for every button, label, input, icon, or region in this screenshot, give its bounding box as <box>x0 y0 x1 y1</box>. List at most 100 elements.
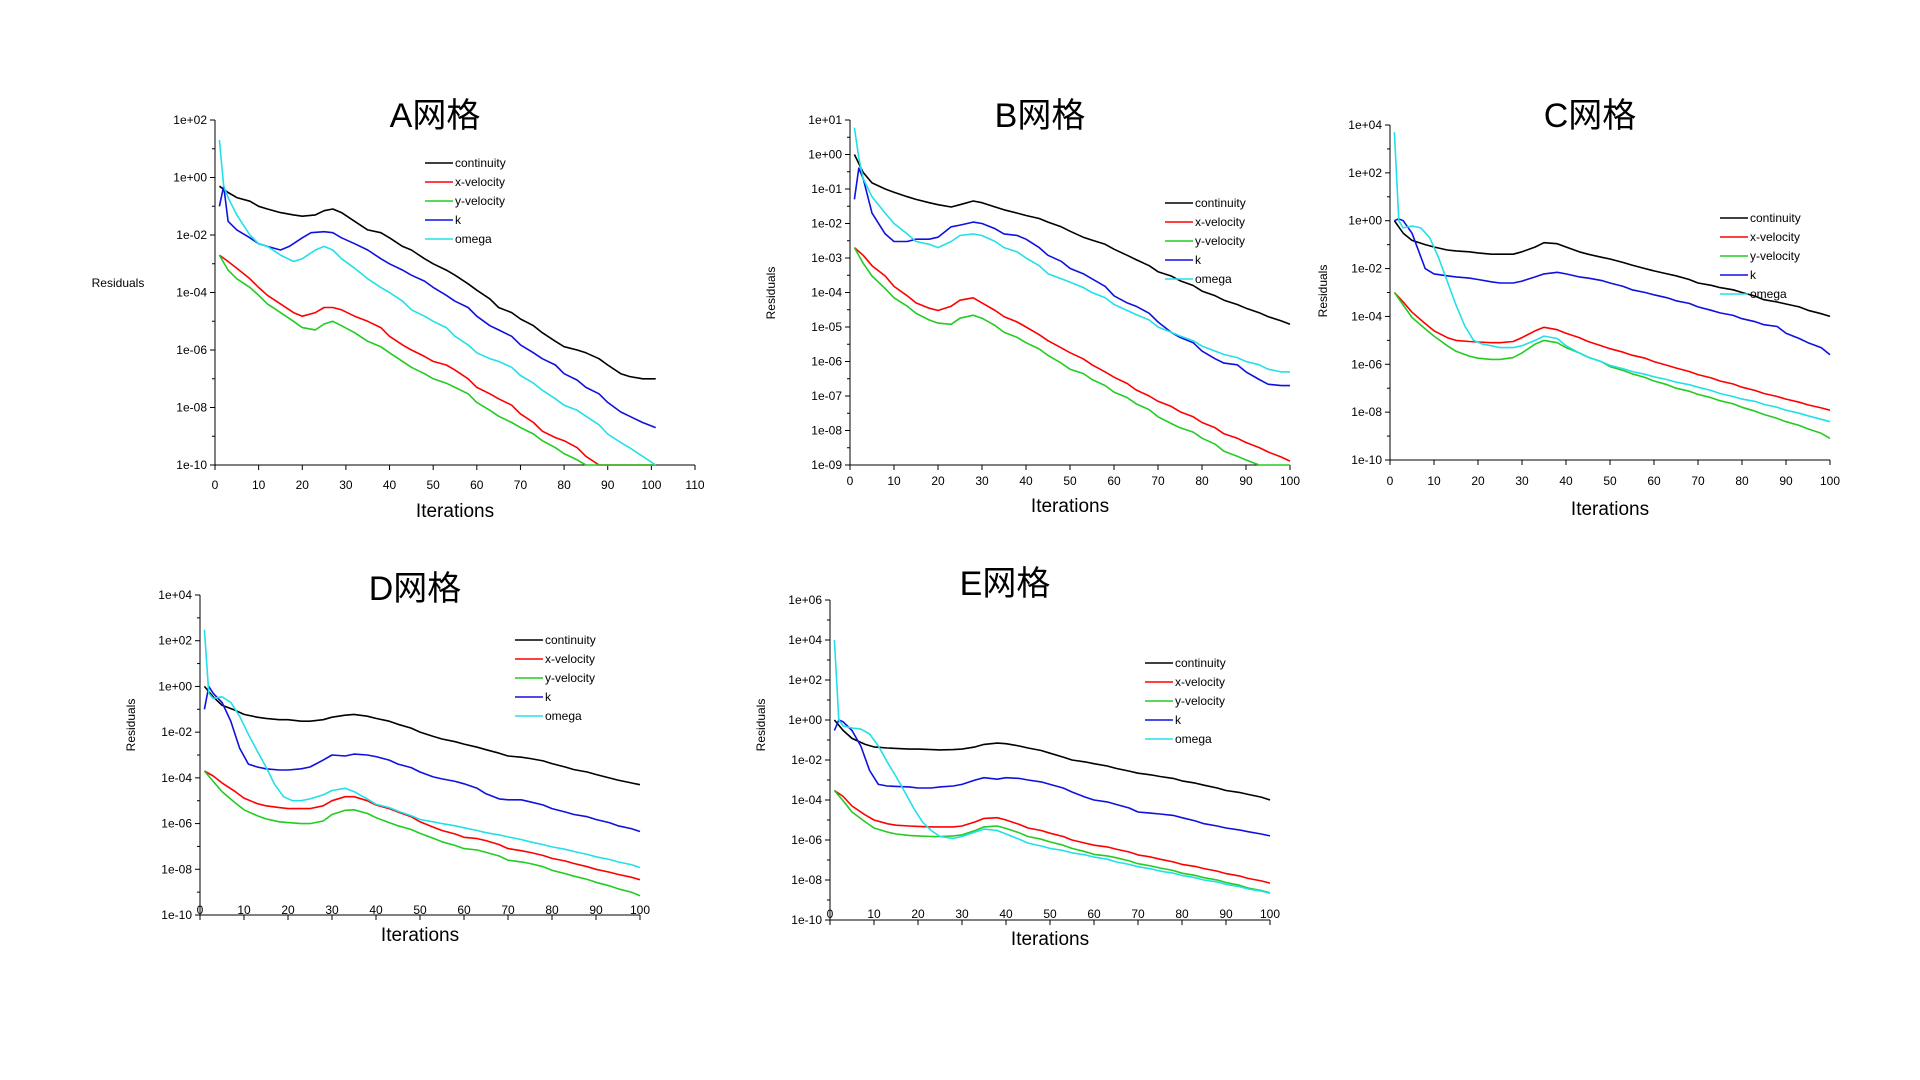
chart-c-x-tick-label: 40 <box>1559 474 1573 488</box>
chart-c-x-tick-label: 80 <box>1735 474 1749 488</box>
chart-c-legend-label: y-velocity <box>1750 249 1800 263</box>
chart-c-x-axis-label: Iterations <box>1571 499 1649 520</box>
chart-a-x-tick-label: 110 <box>685 478 704 492</box>
chart-d-x-tick-label: 70 <box>501 903 515 917</box>
chart-b-y-tick-label: 1e-05 <box>811 320 842 334</box>
chart-c-x-tick-label: 70 <box>1691 474 1705 488</box>
chart-b-y-tick-label: 1e-03 <box>811 251 842 265</box>
chart-b-legend-label: k <box>1195 253 1202 267</box>
chart-d-series-continuity <box>203 685 641 786</box>
chart-c-series-x-velocity <box>1393 291 1831 411</box>
chart-c-x-tick-label: 90 <box>1779 474 1793 488</box>
chart-d-y-axis-label: Residuals <box>124 699 138 752</box>
chart-c-title: C网格 <box>1544 97 1637 135</box>
chart-e-x-tick-label: 60 <box>1087 907 1101 921</box>
chart-c-legend-label: continuity <box>1750 211 1801 225</box>
chart-c-legend-label: k <box>1750 268 1757 282</box>
chart-a-y-axis-label: Residuals <box>92 276 145 290</box>
chart-a: 1e-10 1e-08 1e-06 1e-04 1e-02 1e+00 1e+02 0 10 20… <box>92 97 705 522</box>
chart-d-series-y-velocity <box>203 770 641 897</box>
chart-a-x-tick-label: 60 <box>470 478 484 492</box>
chart-e-legend-label: x-velocity <box>1175 675 1225 689</box>
chart-a-panel: 1e-10 1e-08 1e-06 1e-04 1e-02 1e+00 1e+02 0 10 20… <box>70 85 720 535</box>
chart-a-legend-label: x-velocity <box>455 175 505 189</box>
chart-b-title: B网格 <box>995 97 1086 135</box>
chart-b-x-axis-label: Iterations <box>1031 496 1109 517</box>
chart-b-y-tick-label: 1e-06 <box>811 355 842 369</box>
chart-e-x-tick-label: 40 <box>999 907 1013 921</box>
chart-c-legend-label: omega <box>1750 287 1787 301</box>
chart-a-x-tick-label: 90 <box>601 478 615 492</box>
chart-b-x-tick-label: 70 <box>1151 474 1165 488</box>
chart-e-series-y-velocity <box>833 789 1271 894</box>
chart-c-y-tick-label: 1e-08 <box>1351 405 1382 419</box>
chart-d-title: D网格 <box>369 570 462 608</box>
chart-b-legend-label: omega <box>1195 272 1232 286</box>
chart-e-legend-label: continuity <box>1175 656 1226 670</box>
chart-b-x-tick-label: 50 <box>1063 474 1077 488</box>
chart-d-y-tick-label: 1e-04 <box>161 771 192 785</box>
chart-b-x-tick-label: 0 <box>847 474 854 488</box>
chart-b-y-axis-label: Residuals <box>764 267 778 320</box>
chart-c-x-tick-label: 20 <box>1471 474 1485 488</box>
chart-d-series-k <box>203 685 641 833</box>
chart-a-y-tick-label: 1e-02 <box>176 228 207 242</box>
chart-d-y-tick-label: 1e-02 <box>161 725 192 739</box>
chart-c-legend-label: x-velocity <box>1750 230 1800 244</box>
chart-b-x-tick-label: 60 <box>1107 474 1121 488</box>
chart-b-y-tick-label: 1e-09 <box>811 458 842 472</box>
chart-e-x-tick-label: 90 <box>1219 907 1233 921</box>
chart-e-x-tick-label: 50 <box>1043 907 1057 921</box>
chart-b-x-tick-label: 30 <box>975 474 989 488</box>
chart-d-x-tick-label: 30 <box>325 903 339 917</box>
chart-d-y-tick-label: 1e+02 <box>158 634 192 648</box>
chart-b-y-tick-label: 1e-08 <box>811 424 842 438</box>
chart-b-x-tick-label: 10 <box>887 474 901 488</box>
chart-c-y-tick-label: 1e+00 <box>1348 214 1382 228</box>
chart-b: 1e-09 1e-08 1e-07 1e-06 1e-05 1e-04 1e-03 1e-02… <box>764 97 1300 517</box>
chart-a-series-continuity <box>218 185 656 380</box>
chart-d-legend-label: x-velocity <box>545 652 595 666</box>
chart-c-y-tick-label: 1e+02 <box>1348 166 1382 180</box>
chart-d-legend-label: continuity <box>545 633 596 647</box>
chart-d-y-tick-label: 1e+00 <box>158 679 192 693</box>
chart-c-x-tick-label: 100 <box>1820 474 1840 488</box>
chart-c-x-tick-label: 10 <box>1427 474 1441 488</box>
chart-b-y-tick-label: 1e+00 <box>808 148 842 162</box>
chart-b-x-tick-label: 20 <box>931 474 945 488</box>
chart-e-series-x-velocity <box>833 789 1271 884</box>
chart-e-x-tick-label: 20 <box>911 907 925 921</box>
chart-d-legend-label: y-velocity <box>545 671 595 685</box>
chart-e-legend-label: y-velocity <box>1175 694 1225 708</box>
chart-c-series-k <box>1394 218 1831 356</box>
chart-d: 1e-10 1e-08 1e-06 1e-04 1e-02 1e+00 1e+02 1e+04… <box>124 570 650 946</box>
chart-b-x-tick-label: 80 <box>1195 474 1209 488</box>
chart-e-y-tick-label: 1e+02 <box>788 673 822 687</box>
chart-c-x-tick-label: 0 <box>1387 474 1394 488</box>
chart-a-series-k <box>218 185 656 429</box>
chart-e-title: E网格 <box>960 565 1051 603</box>
chart-b-y-tick-label: 1e-01 <box>811 182 842 196</box>
chart-d-x-tick-label: 40 <box>369 903 383 917</box>
chart-d-x-tick-label: 0 <box>197 903 204 917</box>
chart-c-x-tick-label: 60 <box>1647 474 1661 488</box>
chart-e-series-k <box>833 719 1271 837</box>
chart-d-x-tick-label: 50 <box>413 903 427 917</box>
chart-e-x-tick-label: 80 <box>1175 907 1189 921</box>
chart-a-x-tick-label: 30 <box>339 478 353 492</box>
chart-c-x-tick-label: 30 <box>1515 474 1529 488</box>
chart-a-x-tick-label: 10 <box>252 478 266 492</box>
chart-e-y-tick-label: 1e-02 <box>791 753 822 767</box>
chart-d-x-tick-label: 20 <box>281 903 295 917</box>
chart-c-y-tick-label: 1e-04 <box>1351 309 1382 323</box>
chart-e-x-axis-label: Iterations <box>1011 929 1089 950</box>
chart-c-series-continuity <box>1393 220 1831 318</box>
chart-d-series-omega <box>203 629 641 869</box>
chart-a-x-tick-label: 20 <box>296 478 310 492</box>
chart-e-y-tick-label: 1e+06 <box>788 593 822 607</box>
chart-a-title: A网格 <box>390 97 481 135</box>
chart-d-series-x-velocity <box>204 770 641 881</box>
chart-d-x-tick-label: 90 <box>589 903 603 917</box>
chart-d-x-tick-label: 60 <box>457 903 471 917</box>
chart-b-x-tick-label: 100 <box>1280 474 1300 488</box>
